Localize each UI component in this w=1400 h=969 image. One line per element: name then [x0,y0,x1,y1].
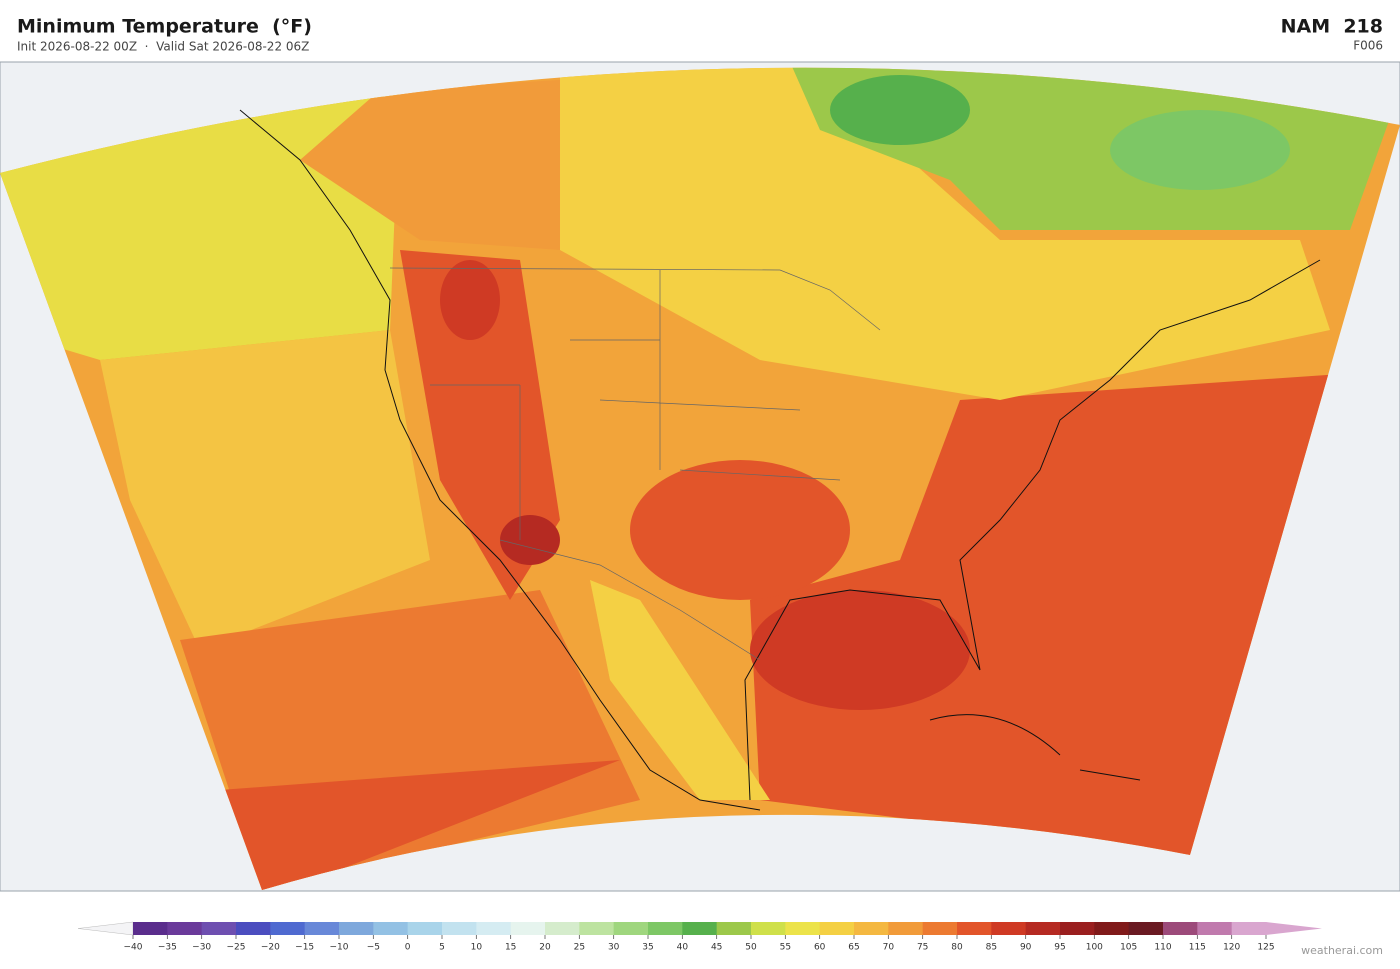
colorbar-band [373,922,409,935]
colorbar-tick-label: 115 [1189,943,1206,953]
colorbar-band [167,922,203,935]
forecast-hour: F006 [1353,39,1383,53]
colorbar-band [716,922,752,935]
colorbar-band [854,922,889,935]
colorbar-band [785,922,821,935]
colorbar-band [442,922,477,935]
colorbar-band [1128,922,1164,935]
colorbar-band [648,922,683,935]
temperature-field [0,67,1400,891]
colorbar-band [201,922,237,935]
colorbar-tick-label: 35 [642,943,653,953]
colorbar-band [1060,922,1095,935]
colorbar-tick-label: −25 [227,943,246,953]
colorbar-tick-label: 25 [574,943,585,953]
colorbar-tick-label: 85 [986,943,997,953]
colorbar-under [77,921,134,936]
colorbar-tick-label: 20 [539,943,551,953]
colorbar-band [957,922,992,935]
colorbar-tick-label: 40 [677,943,689,953]
colorbar-tick-label: −40 [124,943,143,953]
colorbar-band [819,922,855,935]
colorbar-tick-label: 50 [745,943,757,953]
colorbar-band [1231,922,1267,935]
colorbar-band [1094,922,1130,935]
colorbar-tick-label: 80 [951,943,963,953]
colorbar-tick-label: 0 [405,943,411,953]
model-name: NAM 218 [1281,16,1383,38]
colorbar-tick-label: 105 [1120,943,1137,953]
colorbar-band [339,922,374,935]
colorbar-tick-label: 125 [1257,943,1274,953]
colorbar-band [579,922,615,935]
colorbar-band [476,922,512,935]
colorbar-tick-label: −35 [158,943,177,953]
colorbar-tick-label: 95 [1054,943,1065,953]
colorbar-tick-label: −10 [330,943,349,953]
colorbar-band [682,922,718,935]
colorbar-tick-label: 10 [471,943,483,953]
colorbar-tick-label: 100 [1086,943,1103,953]
colorbar-tick-label: 45 [711,943,722,953]
colorbar-tick-label: 90 [1020,943,1032,953]
colorbar-over [1266,922,1322,935]
colorbar-band [1197,922,1233,935]
colorbar-tick-label: −5 [367,943,380,953]
colorbar: −40 −35 −30 −25 −20 −15 −10 −5 0 5 10 15 20 25 30 35 40 4… [77,921,1322,953]
colorbar-tick-label: 65 [848,943,859,953]
colorbar-band [510,922,546,935]
colorbar-band [991,922,1027,935]
colorbar-tick-label: 70 [883,943,895,953]
colorbar-tick-label: 30 [608,943,620,953]
colorbar-tick-label: 5 [439,943,445,953]
colorbar-band [304,922,340,935]
colorbar-tick-label: −20 [261,943,280,953]
map-title: Minimum Temperature (°F) [17,16,312,38]
colorbar-tick-label: 60 [814,943,826,953]
colorbar-band [888,922,924,935]
colorbar-tick-label: −30 [192,943,211,953]
colorbar-tick-label: −15 [295,943,314,953]
colorbar-band [407,922,443,935]
colorbar-band [1163,922,1198,935]
colorbar-tick-label: 75 [917,943,928,953]
colorbar-band [236,922,271,935]
colorbar-band [613,922,649,935]
coastlines [239,109,1321,811]
colorbar-band [1025,922,1061,935]
watermark: weatherai.com [1301,944,1383,957]
colorbar-tick-label: 120 [1223,943,1240,953]
borders [389,267,881,661]
colorbar-tick-label: 110 [1154,943,1171,953]
colorbar-tick-label: 15 [505,943,516,953]
colorbar-band [922,922,958,935]
colorbar-band [751,922,786,935]
map [0,61,1400,892]
colorbar-tick-label: 55 [780,943,791,953]
colorbar-band [133,922,168,935]
colorbar-band [545,922,580,935]
colorbar-band [270,922,306,935]
map-subtitle: Init 2026-08-22 00Z · Valid Sat 2026-08-… [17,40,309,54]
